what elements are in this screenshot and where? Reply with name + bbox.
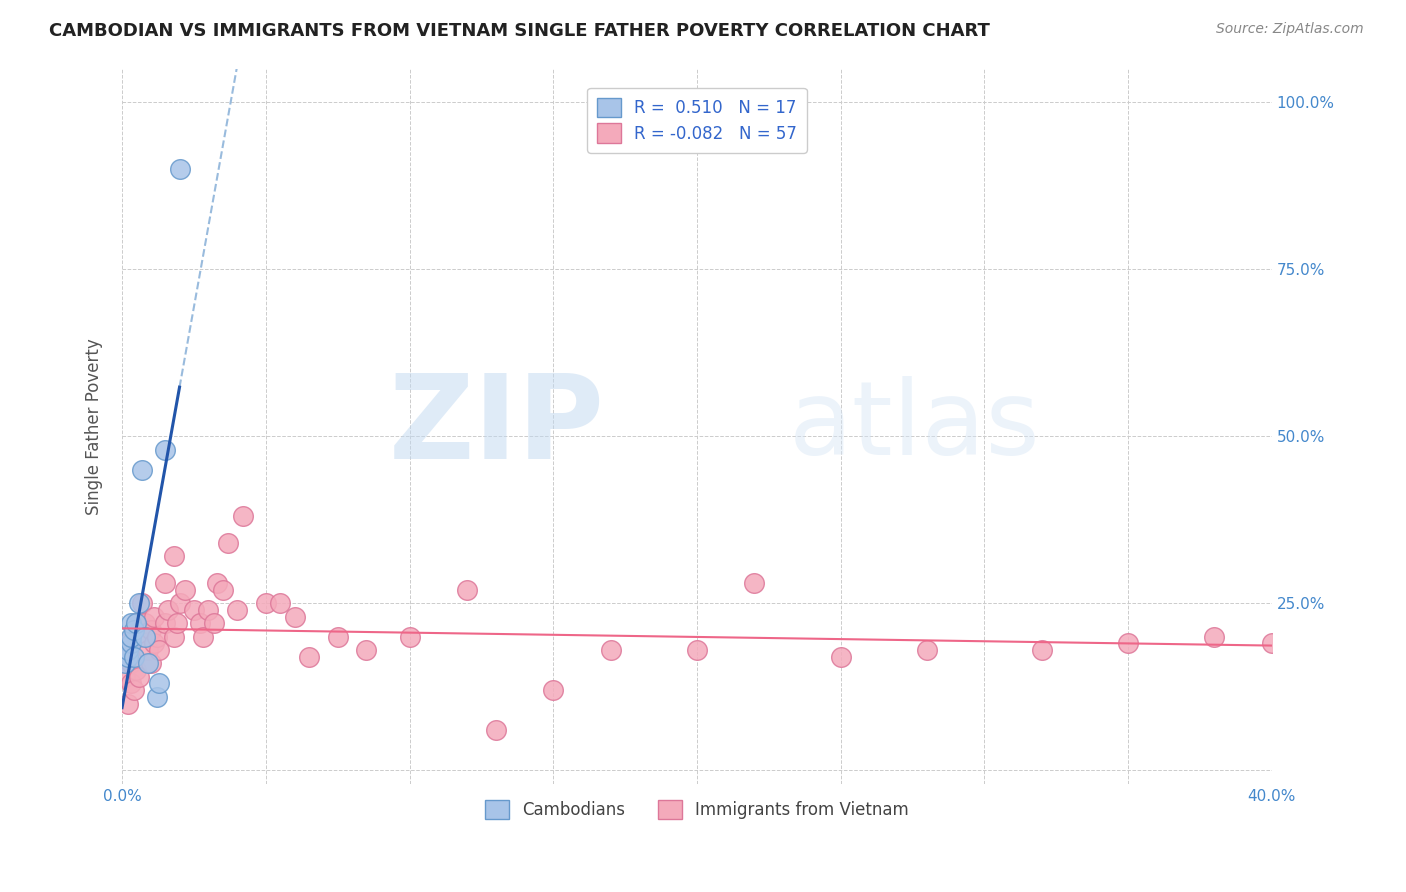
Point — [191, 630, 214, 644]
Point — [139, 657, 162, 671]
Point — [125, 616, 148, 631]
Point — [686, 643, 709, 657]
Point — [283, 609, 305, 624]
Point — [120, 676, 142, 690]
Point — [744, 576, 766, 591]
Point — [298, 649, 321, 664]
Point — [128, 596, 150, 610]
Point — [153, 616, 176, 631]
Point — [197, 603, 219, 617]
Legend: Cambodians, Immigrants from Vietnam: Cambodians, Immigrants from Vietnam — [478, 793, 915, 825]
Point — [117, 649, 139, 664]
Point — [1116, 636, 1139, 650]
Point — [166, 616, 188, 631]
Point — [456, 582, 478, 597]
Text: CAMBODIAN VS IMMIGRANTS FROM VIETNAM SINGLE FATHER POVERTY CORRELATION CHART: CAMBODIAN VS IMMIGRANTS FROM VIETNAM SIN… — [49, 22, 990, 40]
Point — [217, 536, 239, 550]
Point — [125, 663, 148, 677]
Point — [125, 616, 148, 631]
Point — [122, 649, 145, 664]
Point — [163, 549, 186, 564]
Point — [131, 630, 153, 644]
Point — [148, 643, 170, 657]
Point — [398, 630, 420, 644]
Point — [117, 697, 139, 711]
Point — [174, 582, 197, 597]
Point — [1204, 630, 1226, 644]
Point — [142, 609, 165, 624]
Point — [169, 161, 191, 176]
Point — [269, 596, 291, 610]
Point — [134, 630, 156, 644]
Point — [1031, 643, 1053, 657]
Point — [188, 616, 211, 631]
Text: ZIP: ZIP — [389, 368, 605, 483]
Point — [153, 442, 176, 457]
Point — [356, 643, 378, 657]
Point — [202, 616, 225, 631]
Point — [232, 509, 254, 524]
Point — [122, 623, 145, 637]
Point — [915, 643, 938, 657]
Point — [131, 462, 153, 476]
Point — [326, 630, 349, 644]
Point — [114, 657, 136, 671]
Point — [205, 576, 228, 591]
Point — [122, 649, 145, 664]
Point — [169, 596, 191, 610]
Point — [117, 643, 139, 657]
Point — [599, 643, 621, 657]
Point — [120, 616, 142, 631]
Point — [120, 636, 142, 650]
Point — [226, 603, 249, 617]
Point — [1261, 636, 1284, 650]
Point — [136, 643, 159, 657]
Point — [142, 636, 165, 650]
Text: Source: ZipAtlas.com: Source: ZipAtlas.com — [1216, 22, 1364, 37]
Point — [139, 623, 162, 637]
Y-axis label: Single Father Poverty: Single Father Poverty — [86, 338, 103, 515]
Point — [148, 676, 170, 690]
Point — [114, 670, 136, 684]
Point — [254, 596, 277, 610]
Point — [541, 683, 564, 698]
Point — [485, 723, 508, 738]
Point — [211, 582, 233, 597]
Point — [153, 576, 176, 591]
Point — [163, 630, 186, 644]
Point — [145, 630, 167, 644]
Point — [134, 616, 156, 631]
Point — [136, 657, 159, 671]
Point — [120, 657, 142, 671]
Point — [131, 596, 153, 610]
Point — [830, 649, 852, 664]
Point — [157, 603, 180, 617]
Point — [120, 630, 142, 644]
Point — [128, 670, 150, 684]
Text: atlas: atlas — [789, 376, 1040, 476]
Point — [122, 683, 145, 698]
Point — [145, 690, 167, 704]
Point — [117, 636, 139, 650]
Point — [183, 603, 205, 617]
